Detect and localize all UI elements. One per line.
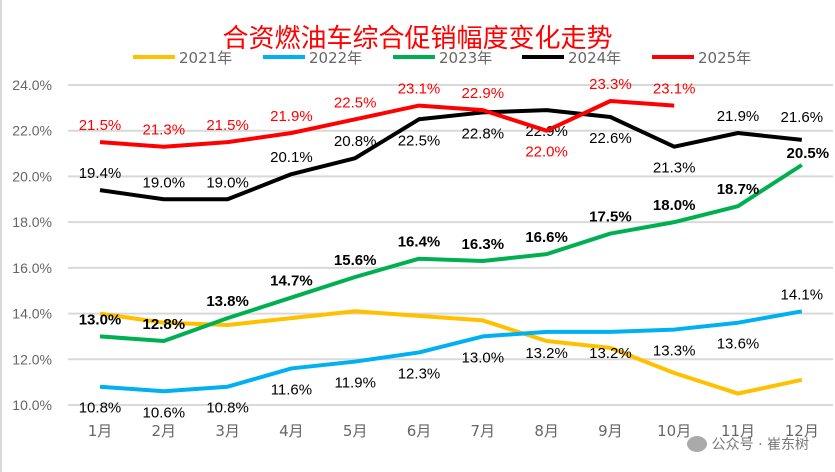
x-tick-label: 9月 [598, 422, 623, 440]
data-label: 21.9% [717, 108, 760, 125]
data-label: 15.6% [334, 252, 377, 269]
data-label: 13.6% [717, 336, 760, 353]
data-label: 18.7% [717, 181, 760, 198]
data-label: 13.2% [525, 345, 568, 362]
x-tick-label: 8月 [534, 422, 559, 440]
y-tick-label: 10.0% [12, 397, 52, 413]
data-label: 22.0% [525, 144, 568, 161]
data-label: 22.5% [334, 94, 377, 111]
data-label: 12.3% [398, 365, 441, 382]
data-label: 13.0% [79, 311, 122, 328]
y-tick-label: 22.0% [12, 123, 52, 139]
data-label: 21.3% [653, 160, 696, 177]
data-label: 13.8% [206, 293, 249, 310]
data-label: 18.0% [653, 197, 696, 214]
series-line-2021年 [99, 309, 803, 396]
y-tick-label: 24.0% [12, 77, 52, 93]
data-label: 20.1% [270, 149, 313, 166]
data-label: 23.1% [398, 81, 441, 98]
data-label: 22.5% [398, 132, 441, 149]
y-tick-label: 20.0% [12, 168, 52, 184]
data-label: 22.9% [462, 85, 505, 102]
data-label: 21.3% [143, 122, 186, 139]
x-tick-label: 5月 [343, 422, 368, 440]
wechat-icon [686, 436, 707, 452]
data-label: 12.8% [143, 316, 186, 333]
data-label: 19.0% [143, 174, 186, 191]
legend-label: 2025年 [698, 49, 751, 67]
data-label: 11.9% [334, 375, 375, 392]
x-tick-label: 11月 [721, 422, 755, 440]
data-label: 19.4% [79, 165, 122, 182]
x-tick-label: 3月 [215, 422, 240, 440]
data-label: 11.6% [271, 381, 312, 398]
x-tick-label: 7月 [471, 422, 496, 440]
data-label: 21.5% [79, 117, 122, 134]
data-label: 19.0% [206, 174, 249, 191]
data-label: 23.1% [653, 81, 696, 98]
data-label: 13.2% [589, 345, 632, 362]
series-line-2023年 [99, 163, 803, 343]
data-label: 10.8% [79, 400, 122, 417]
data-label: 20.8% [334, 133, 377, 150]
x-tick-label: 1月 [88, 422, 113, 440]
watermark-text: 公众号 · 崔东树 [711, 437, 809, 453]
y-tick-label: 12.0% [12, 351, 52, 367]
legend-label: 2024年 [568, 49, 621, 67]
data-label: 21.6% [781, 109, 824, 126]
legend-label: 2022年 [309, 49, 362, 67]
legend-label: 2021年 [179, 49, 232, 67]
data-label: 17.5% [589, 209, 632, 226]
data-label: 10.6% [143, 404, 186, 421]
data-label: 20.5% [787, 145, 830, 162]
data-label: 14.1% [781, 286, 824, 303]
y-tick-label: 16.0% [12, 260, 52, 276]
data-label: 16.4% [398, 234, 441, 251]
series-line-2022年 [99, 309, 803, 394]
x-tick-label: 12月 [785, 422, 819, 440]
legend-label: 2023年 [439, 49, 492, 67]
data-label: 22.6% [589, 130, 632, 147]
data-label: 16.3% [462, 236, 505, 253]
x-tick-label: 4月 [279, 422, 304, 440]
data-label: 22.8% [462, 125, 505, 142]
series-line-2024年 [99, 108, 803, 202]
data-label: 23.3% [589, 76, 632, 93]
data-label: 13.0% [462, 349, 505, 366]
y-tick-label: 18.0% [12, 214, 52, 230]
data-label: 14.7% [270, 273, 313, 290]
series-line-2025年 [99, 99, 675, 149]
watermark: 公众号 · 崔东树 [686, 434, 809, 454]
x-tick-label: 6月 [407, 422, 432, 440]
data-label: 13.3% [653, 343, 696, 360]
data-label: 10.8% [206, 400, 249, 417]
y-tick-label: 14.0% [12, 306, 52, 322]
data-label: 21.9% [270, 108, 313, 125]
data-label: 21.5% [206, 117, 249, 134]
chart-title: 合资燃油车综合促销幅度变化走势 [222, 24, 613, 54]
x-tick-label: 10月 [657, 422, 691, 440]
x-tick-label: 2月 [152, 422, 177, 440]
data-label: 16.6% [525, 229, 568, 246]
